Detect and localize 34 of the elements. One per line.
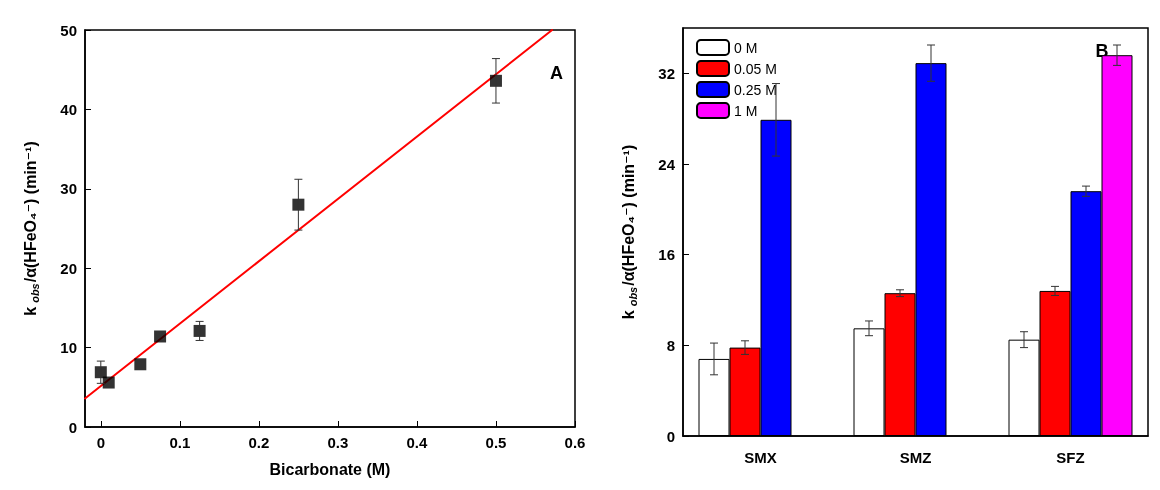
- y-tick-label: 8: [666, 336, 675, 354]
- x-tick-label: SMX: [744, 449, 777, 466]
- point: [193, 324, 206, 337]
- y-tick-label: 16: [658, 246, 675, 264]
- y-axis-title: kobs/α(HFeO₄⁻) (min⁻¹): [22, 141, 41, 316]
- x-tick-label: 0.6: [564, 434, 586, 451]
- x-tick-label: 0.3: [327, 434, 349, 451]
- x-tick-label: SFZ: [1056, 449, 1085, 466]
- x-tick-label: 0.1: [169, 434, 191, 451]
- y-tick-label: 24: [658, 155, 676, 173]
- legend-label: 0 M: [734, 39, 758, 56]
- x-tick-label: SMZ: [899, 449, 932, 466]
- point: [134, 358, 147, 371]
- y-tick-label: 30: [60, 180, 77, 198]
- x-tick-label: 0: [96, 434, 105, 451]
- y-tick-label: 0: [68, 418, 77, 436]
- x-tick-label: 0.5: [485, 434, 507, 451]
- x-axis-title: Bicarbonate (M): [269, 460, 391, 478]
- point: [154, 330, 167, 343]
- point: [292, 198, 305, 211]
- annotation: B: [1095, 41, 1109, 61]
- annotation: A: [550, 63, 563, 83]
- y-tick-label: 50: [60, 21, 77, 39]
- y-tick-label: 20: [60, 259, 77, 277]
- y-tick-label: 10: [60, 339, 77, 357]
- legend-label: 0.05 M: [734, 60, 777, 77]
- x-tick-label: 0.4: [406, 434, 429, 451]
- y-tick-label: 40: [60, 100, 77, 118]
- point: [102, 376, 115, 389]
- x-tick-label: 0.2: [248, 434, 270, 451]
- y-axis-title: kobs/α(HFeO₄⁻) (min⁻¹): [620, 144, 639, 320]
- y-tick-label: 32: [658, 64, 675, 82]
- legend-label: 1 M: [734, 102, 758, 119]
- legend-label: 0.25 M: [734, 81, 777, 98]
